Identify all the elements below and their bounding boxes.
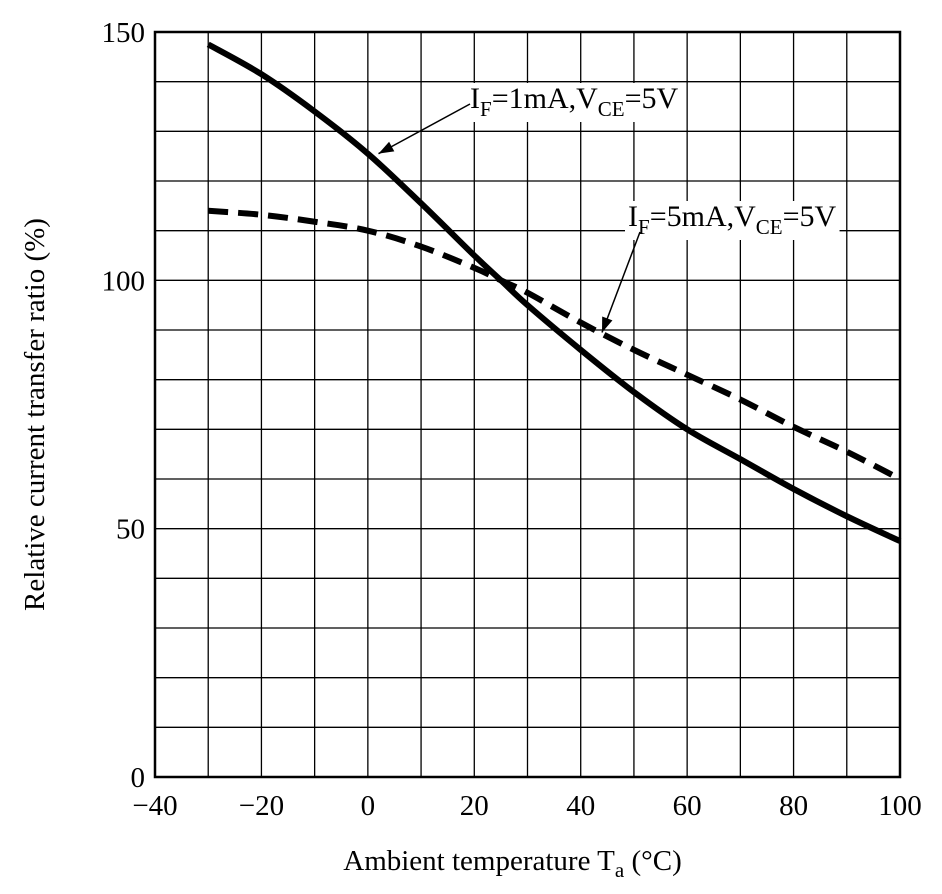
y-tick-label: 150 xyxy=(102,17,146,49)
series-group xyxy=(206,41,902,544)
annotation-subscript: F xyxy=(638,215,650,239)
y-axis-label: Relative current transfer ratio (%) xyxy=(19,218,51,611)
grid xyxy=(155,32,900,777)
y-tick-label: 0 xyxy=(131,762,146,794)
annotation-leader-line xyxy=(378,103,471,155)
annotation-text: I xyxy=(628,200,638,233)
annotation-label: IF=1mA,VCE=5V xyxy=(470,82,679,121)
x-tick-label: 20 xyxy=(460,790,489,822)
x-tick-label: 40 xyxy=(566,790,595,822)
annotation-leader-line xyxy=(601,231,641,333)
x-tick-label: 80 xyxy=(779,790,808,822)
annotation-arrowhead xyxy=(378,141,395,154)
x-axis-label-main: Ambient temperature T xyxy=(343,845,615,877)
x-tick-label: −20 xyxy=(239,790,284,822)
annotation-arrowhead xyxy=(602,316,613,333)
annotation-subscript: F xyxy=(480,97,492,121)
x-tick-label: −40 xyxy=(132,790,177,822)
x-axis-label: Ambient temperature Ta (°C) xyxy=(343,845,682,882)
series-line-1 xyxy=(206,41,902,544)
plot-frame xyxy=(153,30,902,779)
annotation-text: =5V xyxy=(625,82,679,115)
y-tick-label: 50 xyxy=(116,514,145,546)
annotation-text: =5mA,V xyxy=(650,200,756,233)
x-axis-label-subscript: a xyxy=(615,858,625,882)
annotation-subscript: CE xyxy=(598,97,625,121)
annotation-text: I xyxy=(470,82,480,115)
x-tick-labels: −40 −20 0 20 40 60 80 100 xyxy=(132,790,921,822)
x-axis-label-unit: (°C) xyxy=(624,845,682,877)
annotation-background xyxy=(625,201,840,240)
x-tick-label: 0 xyxy=(361,790,376,822)
y-tick-label: 100 xyxy=(102,265,146,297)
annotation-background xyxy=(467,83,682,122)
annotation-subscript: CE xyxy=(756,215,783,239)
annotation-text: =1mA,V xyxy=(492,82,598,115)
annotation-1: IF=1mA,VCE=5V xyxy=(378,82,682,155)
series-line-2 xyxy=(207,207,902,482)
annotation-label: IF=5mA,VCE=5V xyxy=(628,200,837,239)
y-tick-labels: 0 50 100 150 xyxy=(102,17,146,794)
annotation-2: IF=5mA,VCE=5V xyxy=(601,200,840,333)
annotation-text: =5V xyxy=(783,200,837,233)
x-tick-label: 100 xyxy=(878,790,922,822)
x-tick-label: 60 xyxy=(673,790,702,822)
